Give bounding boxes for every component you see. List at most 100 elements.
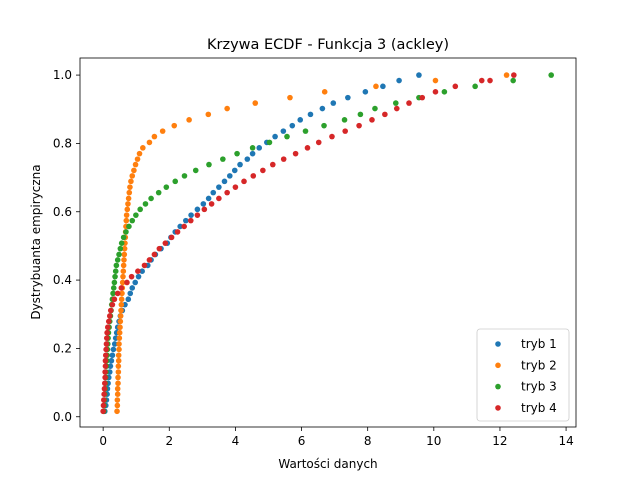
- data-point: [135, 273, 142, 280]
- data-point: [110, 346, 117, 353]
- data-point: [266, 139, 273, 146]
- data-point: [141, 262, 148, 269]
- data-point: [102, 374, 108, 381]
- data-point: [139, 268, 145, 275]
- data-point: [111, 279, 118, 286]
- data-point: [109, 352, 116, 359]
- data-point: [131, 167, 137, 174]
- data-point: [171, 122, 178, 129]
- data-point: [124, 279, 130, 286]
- x-tick-label: 12: [492, 434, 507, 448]
- data-point: [232, 184, 239, 190]
- data-point: [133, 212, 139, 218]
- data-point: [396, 77, 402, 84]
- data-point: [249, 145, 256, 151]
- data-point: [116, 346, 122, 353]
- data-point: [478, 77, 485, 84]
- data-point: [472, 83, 478, 90]
- data-point: [104, 329, 110, 336]
- data-point: [206, 161, 212, 168]
- data-point: [112, 273, 118, 280]
- data-point: [125, 195, 132, 202]
- data-point: [115, 374, 121, 381]
- data-point: [114, 397, 121, 403]
- data-point: [342, 128, 348, 134]
- data-point: [168, 234, 175, 241]
- data-point: [289, 122, 296, 129]
- data-point: [136, 150, 143, 157]
- data-point: [151, 133, 158, 140]
- x-tick-label: 2: [165, 434, 173, 448]
- data-point: [115, 369, 122, 375]
- data-point: [194, 206, 201, 213]
- data-point: [177, 223, 183, 230]
- legend: tryb 1 tryb 2 tryb 3 tryb 4: [476, 328, 570, 422]
- series-2: [114, 72, 510, 415]
- data-point: [146, 139, 153, 146]
- data-point: [126, 223, 132, 230]
- data-point: [116, 251, 122, 258]
- data-point: [188, 212, 194, 218]
- data-point: [116, 335, 123, 341]
- data-point: [118, 307, 124, 314]
- data-point: [146, 257, 153, 263]
- x-tick-label: 8: [364, 434, 372, 448]
- legend-box: [476, 328, 570, 422]
- y-tick-label: 0.8: [53, 136, 72, 150]
- data-point: [406, 100, 412, 106]
- series-layer: [100, 72, 554, 415]
- data-point: [103, 341, 110, 347]
- data-point: [341, 117, 348, 123]
- x-axis-label: Wartości danych: [278, 457, 377, 471]
- data-point: [393, 105, 400, 112]
- legend-marker: [495, 405, 501, 411]
- axes-frame: [79, 57, 577, 428]
- data-point: [183, 217, 189, 224]
- legend-label: tryb 4: [521, 401, 557, 415]
- data-point: [205, 111, 212, 118]
- data-point: [205, 195, 212, 202]
- data-point: [121, 251, 128, 258]
- x-tick-label: 10: [426, 434, 441, 448]
- data-point: [108, 357, 115, 364]
- data-point: [186, 117, 192, 123]
- data-point: [192, 167, 199, 174]
- data-point: [116, 329, 123, 336]
- data-point: [315, 139, 322, 146]
- data-point: [119, 279, 126, 286]
- y-tick-label: 0.2: [53, 341, 72, 355]
- data-point: [221, 178, 228, 185]
- data-point: [151, 251, 158, 258]
- data-point: [256, 145, 263, 151]
- data-point: [194, 212, 201, 218]
- data-point: [125, 296, 132, 303]
- data-point: [372, 105, 378, 112]
- data-point: [200, 201, 207, 207]
- data-point: [187, 217, 194, 224]
- data-point: [452, 83, 459, 90]
- data-point: [419, 94, 426, 101]
- data-point: [249, 150, 256, 157]
- data-point: [102, 380, 108, 387]
- plot-area: [79, 57, 577, 428]
- data-point: [208, 201, 215, 207]
- data-point: [297, 117, 304, 123]
- data-point: [101, 391, 107, 398]
- x-tick-label: 6: [298, 434, 306, 448]
- data-point: [392, 100, 399, 106]
- data-point: [111, 341, 118, 347]
- data-point: [120, 273, 126, 280]
- data-point: [292, 150, 299, 157]
- data-point: [441, 89, 448, 95]
- legend-label: tryb 3: [521, 380, 557, 394]
- data-point: [260, 167, 266, 174]
- data-point: [210, 189, 217, 196]
- data-point: [250, 173, 257, 179]
- data-point: [307, 111, 314, 118]
- data-point: [503, 72, 510, 78]
- data-point: [123, 217, 130, 224]
- data-point: [127, 290, 134, 297]
- data-point: [128, 178, 134, 185]
- data-point: [120, 262, 127, 269]
